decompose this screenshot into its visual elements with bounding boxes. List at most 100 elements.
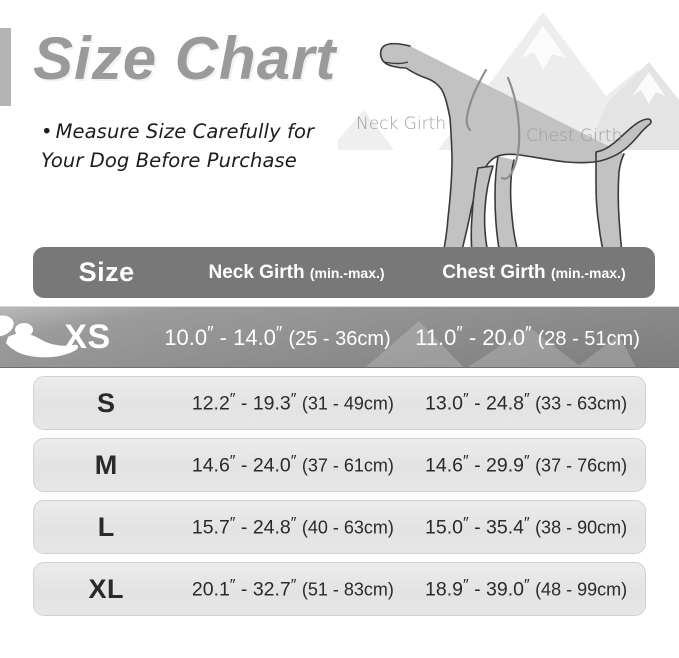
range-separator: - (240, 578, 248, 601)
chest-girth-label: Chest Girth (526, 126, 623, 146)
inch-mark: ″ (207, 322, 214, 343)
cell-neck: 20.1″ - 32.7″ (51 - 83cm) (179, 577, 408, 601)
neck-min: 15.7 (191, 516, 230, 539)
chest-max: 29.9 (486, 454, 524, 477)
chest-cm: (48 - 99cm) (535, 579, 628, 600)
neck-max: 24.0 (252, 454, 291, 477)
neck-min: 14.6 (191, 454, 230, 477)
table-row[interactable]: M 14.6″ - 24.0″ (37 - 61cm) 14.6″ - 29.9… (33, 438, 646, 492)
column-header-chest: Chest Girth (min.-max.) (413, 262, 655, 284)
inch-mark: ″ (463, 390, 469, 408)
inch-mark: ″ (229, 390, 236, 408)
inch-mark: ″ (463, 514, 469, 532)
neck-max: 19.3 (252, 392, 291, 415)
neck-cm: (51 - 83cm) (301, 579, 394, 600)
range-separator: - (219, 325, 227, 351)
chest-cm: (28 - 51cm) (537, 328, 640, 351)
inch-mark: ″ (523, 576, 530, 594)
column-header-neck: Neck Girth (min.-max.) (180, 262, 413, 284)
range-separator: - (474, 454, 481, 477)
measure-note-text: Measure Size Carefully for Your Dog Befo… (41, 120, 315, 172)
dog-illustration: Neck Girth Chest Girth (338, 0, 679, 262)
column-header-chest-minmax: (min.-max.) (550, 264, 626, 281)
range-separator: - (474, 516, 481, 539)
chest-girth-loop (500, 76, 521, 180)
cell-chest: 15.0″ - 35.4″ (38 - 90cm) (407, 515, 645, 539)
chest-min: 15.0 (425, 516, 463, 539)
bullet-glyph: • (41, 120, 53, 143)
cell-chest: 14.6″ - 29.9″ (37 - 76cm) (407, 453, 645, 477)
inch-mark: ″ (229, 514, 236, 532)
table-row[interactable]: XS 10.0″ - 14.0″ (25 - 36cm) 11.0″ - 20.… (0, 306, 679, 368)
chest-min: 11.0 (415, 325, 457, 351)
neck-cm: (31 - 49cm) (301, 393, 394, 414)
cell-size: XL (88, 573, 125, 604)
inch-mark: ″ (463, 576, 469, 594)
chest-max: 35.4 (486, 516, 524, 539)
inch-mark: ″ (523, 390, 530, 408)
range-separator: - (474, 578, 481, 601)
cell-neck: 15.7″ - 24.8″ (40 - 63cm) (179, 515, 408, 539)
table-row[interactable]: L 15.7″ - 24.8″ (40 - 63cm) 15.0″ - 35.4… (33, 500, 646, 554)
chest-max: 24.8 (486, 392, 524, 415)
range-separator: - (468, 325, 477, 351)
neck-cm: (25 - 36cm) (288, 328, 391, 351)
inch-mark: ″ (523, 514, 530, 532)
inch-mark: ″ (275, 322, 283, 343)
page-title: Size Chart (33, 25, 337, 92)
chest-cm: (37 - 76cm) (535, 455, 628, 476)
cell-chest: 11.0″ - 20.0″ (28 - 51cm) (400, 323, 655, 351)
column-header-neck-text: Neck Girth (208, 261, 305, 283)
chest-max: 39.0 (486, 578, 524, 601)
mountain-watermark (365, 321, 636, 367)
table-header-row: Size Neck Girth (min.-max.) Chest Girth … (33, 247, 655, 298)
cell-size: S (97, 387, 116, 418)
paw-print-icon (0, 315, 79, 358)
inch-mark: ″ (523, 452, 530, 470)
table-row[interactable]: XL 20.1″ - 32.7″ (51 - 83cm) 18.9″ - 39.… (33, 562, 646, 616)
neck-max: 24.8 (252, 516, 291, 539)
range-separator: - (240, 454, 248, 477)
range-separator: - (240, 392, 248, 415)
range-separator: - (240, 516, 248, 539)
cell-neck: 10.0″ - 14.0″ (25 - 36cm) (155, 323, 400, 351)
neck-min: 12.2 (191, 392, 230, 415)
inch-mark: ″ (290, 514, 297, 532)
chest-cm: (33 - 63cm) (535, 393, 628, 414)
inch-mark: ″ (229, 576, 236, 594)
inch-mark: ″ (229, 452, 236, 470)
neck-girth-loop (465, 68, 488, 132)
chest-max: 20.0 (482, 325, 526, 351)
neck-max: 14.0 (233, 325, 276, 351)
neck-min: 10.0 (164, 325, 208, 351)
range-separator: - (474, 392, 481, 415)
inch-mark: ″ (290, 390, 297, 408)
title-accent-bar (0, 28, 11, 106)
size-table: Size Neck Girth (min.-max.) Chest Girth … (0, 247, 679, 616)
cell-neck: 14.6″ - 24.0″ (37 - 61cm) (179, 453, 408, 477)
cell-size: L (97, 511, 115, 542)
neck-girth-label: Neck Girth (356, 114, 447, 134)
inch-mark: ″ (290, 452, 297, 470)
neck-max: 32.7 (252, 578, 291, 601)
chest-cm: (38 - 90cm) (535, 517, 628, 538)
table-row[interactable]: S 12.2″ - 19.3″ (31 - 49cm) 13.0″ - 24.8… (33, 376, 646, 430)
column-header-size: Size (78, 257, 135, 287)
chest-min: 14.6 (425, 454, 463, 477)
neck-cm: (40 - 63cm) (301, 517, 394, 538)
inch-mark: ″ (525, 323, 531, 343)
cell-chest: 18.9″ - 39.0″ (48 - 99cm) (407, 577, 645, 601)
cell-chest: 13.0″ - 24.8″ (33 - 63cm) (407, 391, 645, 415)
inch-mark: ″ (463, 452, 469, 470)
chest-min: 18.9 (425, 578, 463, 601)
inch-mark: ″ (456, 322, 463, 343)
neck-cm: (37 - 61cm) (301, 455, 394, 476)
cell-size: M (94, 449, 118, 480)
neck-min: 20.1 (191, 578, 230, 601)
column-header-chest-text: Chest Girth (442, 261, 546, 283)
chest-min: 13.0 (425, 392, 463, 415)
cell-neck: 12.2″ - 19.3″ (31 - 49cm) (179, 391, 408, 415)
inch-mark: ″ (290, 576, 297, 594)
column-header-neck-minmax: (min.-max.) (309, 264, 385, 281)
